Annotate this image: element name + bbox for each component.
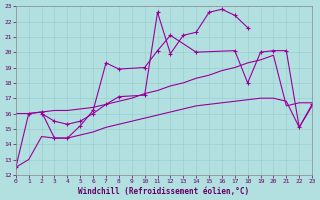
X-axis label: Windchill (Refroidissement éolien,°C): Windchill (Refroidissement éolien,°C) bbox=[78, 187, 250, 196]
